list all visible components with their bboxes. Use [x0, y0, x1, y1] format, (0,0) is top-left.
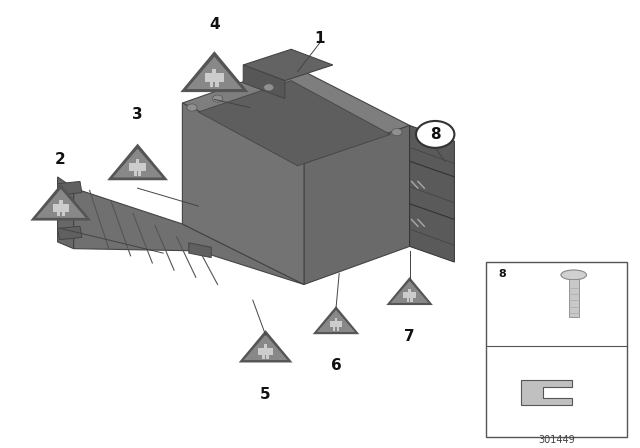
Polygon shape	[243, 65, 285, 99]
Circle shape	[212, 95, 223, 102]
Polygon shape	[182, 103, 304, 284]
Polygon shape	[107, 144, 168, 180]
Polygon shape	[180, 51, 248, 92]
Bar	[337, 327, 339, 331]
Polygon shape	[239, 330, 292, 362]
Polygon shape	[410, 204, 454, 262]
Polygon shape	[244, 335, 287, 360]
Polygon shape	[189, 243, 211, 258]
Polygon shape	[313, 306, 359, 334]
Polygon shape	[410, 161, 454, 220]
Bar	[61, 212, 65, 216]
Bar	[216, 82, 219, 87]
Polygon shape	[187, 57, 242, 89]
Text: 8: 8	[498, 269, 506, 279]
Polygon shape	[36, 189, 86, 218]
Polygon shape	[243, 49, 333, 81]
Text: 5: 5	[260, 387, 271, 402]
Polygon shape	[58, 226, 82, 240]
Text: 6: 6	[331, 358, 341, 373]
Polygon shape	[74, 188, 304, 284]
Bar	[266, 355, 269, 358]
Text: 7: 7	[404, 329, 415, 345]
Text: 1: 1	[315, 30, 325, 46]
Polygon shape	[317, 310, 355, 332]
Bar	[410, 298, 413, 302]
Text: 3: 3	[132, 107, 143, 122]
Ellipse shape	[561, 270, 586, 280]
Bar	[57, 212, 60, 216]
Polygon shape	[410, 125, 454, 177]
Bar	[262, 355, 265, 358]
Bar	[136, 159, 140, 164]
Bar	[330, 321, 342, 327]
Circle shape	[187, 104, 197, 111]
Polygon shape	[58, 181, 82, 195]
Circle shape	[392, 129, 402, 136]
Bar	[403, 292, 416, 298]
Circle shape	[416, 121, 454, 148]
Polygon shape	[113, 149, 163, 177]
Polygon shape	[304, 125, 410, 284]
Bar	[406, 298, 409, 302]
Bar	[259, 348, 273, 355]
Bar	[568, 280, 579, 318]
Bar	[52, 204, 69, 212]
Text: 301449: 301449	[538, 435, 575, 445]
Bar	[264, 344, 267, 348]
Text: 2: 2	[55, 151, 65, 167]
Bar	[212, 69, 216, 73]
Bar	[333, 327, 335, 331]
Polygon shape	[58, 177, 74, 249]
Polygon shape	[521, 380, 572, 405]
Text: 8: 8	[430, 127, 440, 142]
Bar	[486, 262, 627, 437]
Polygon shape	[390, 281, 429, 303]
Bar	[335, 318, 337, 321]
Circle shape	[264, 84, 274, 91]
Polygon shape	[198, 81, 390, 166]
Bar	[129, 164, 146, 172]
Text: 4: 4	[209, 17, 220, 32]
Bar	[59, 200, 63, 204]
Polygon shape	[182, 65, 410, 164]
Polygon shape	[30, 184, 92, 220]
Polygon shape	[387, 277, 433, 305]
Bar	[210, 82, 213, 87]
Bar	[134, 172, 137, 176]
Bar	[205, 73, 223, 82]
Bar	[138, 172, 141, 176]
Bar	[408, 289, 411, 292]
